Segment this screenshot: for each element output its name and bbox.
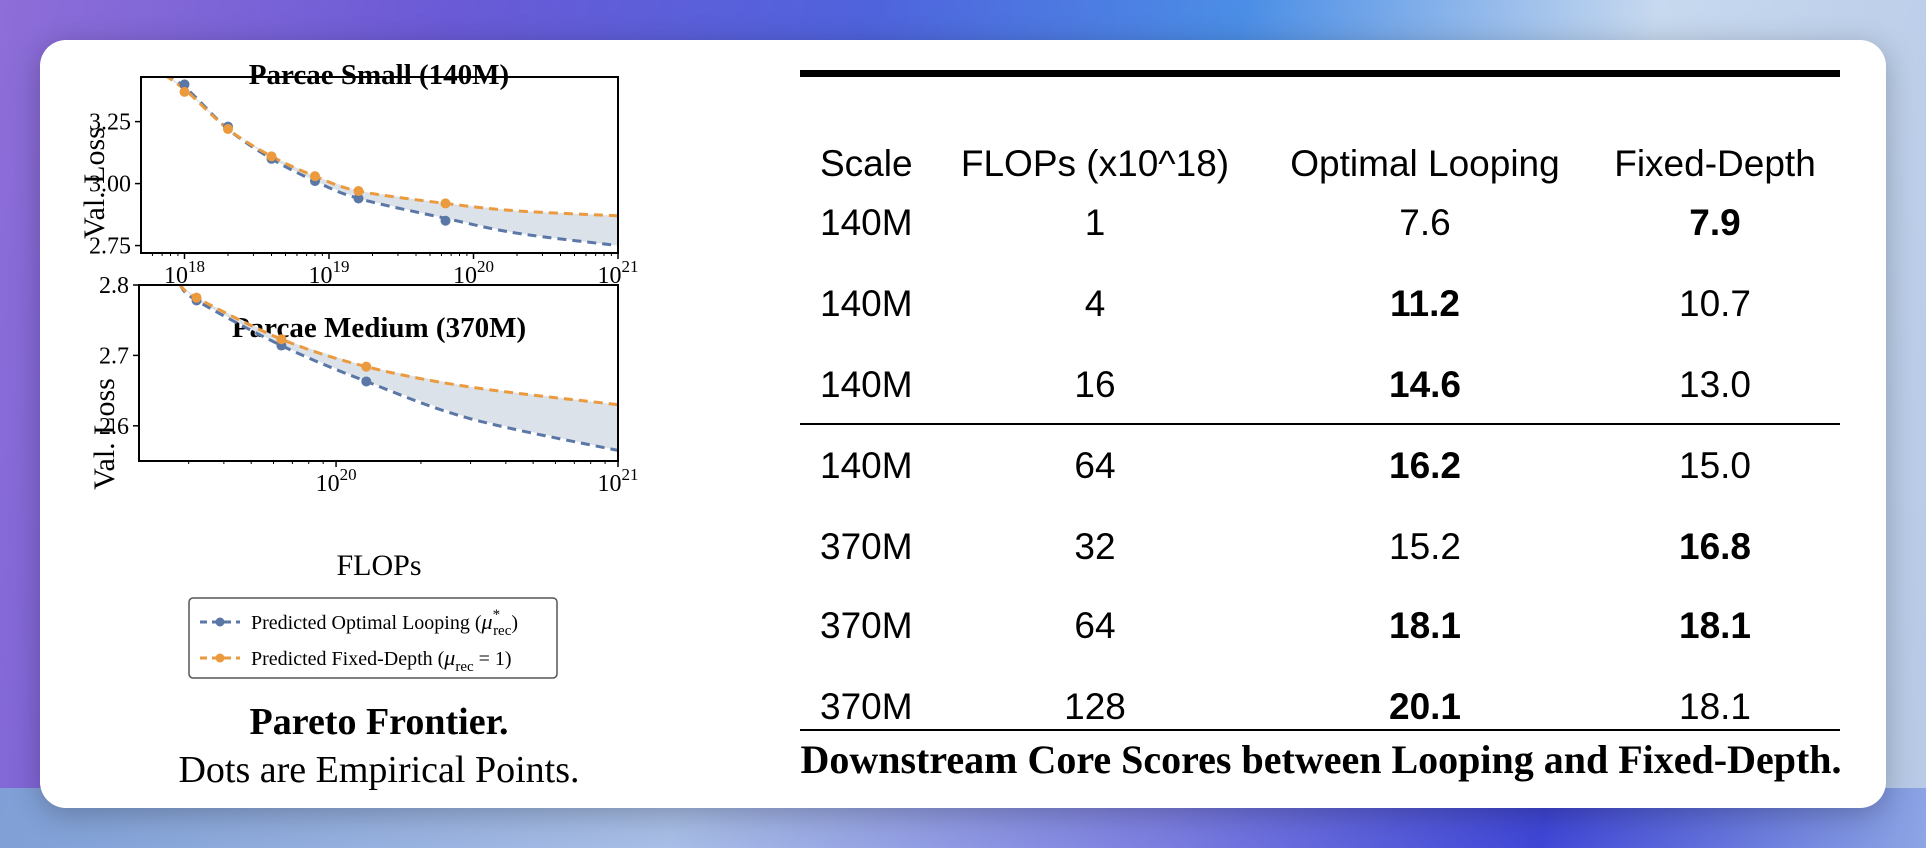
gap-region	[166, 77, 618, 246]
cell-flops: 4	[1084, 283, 1106, 324]
data-point-fixed	[353, 186, 364, 197]
y-tick-label: 3.00	[89, 172, 131, 198]
cell-fixed-depth: 10.7	[1678, 283, 1752, 324]
y-axis-label-small: Val. Loss	[78, 127, 111, 239]
gap-region	[180, 285, 618, 451]
data-point-fixed	[309, 171, 320, 182]
plot-frame	[140, 76, 619, 254]
data-point-fixed	[191, 292, 202, 303]
charts-panel: Parcae Small (140M) Val. Loss 10 18 10 19 10…	[78, 59, 639, 791]
header-flops: FLOPs (x10^18)	[960, 143, 1230, 184]
y-tick-label: 3.25	[89, 110, 131, 136]
data-point-fixed	[222, 124, 233, 135]
cell-optimal-looping: 20.1	[1388, 686, 1462, 727]
legend-fixed-marker	[215, 653, 225, 663]
table-top-rule	[800, 70, 1840, 77]
legend-fixed-text: Predicted Fixed-Depth (μrec = 1)	[251, 645, 512, 675]
table-bottom-rule	[800, 729, 1840, 731]
cell-fixed-depth: 18.1	[1678, 686, 1752, 727]
legend-optimal-marker	[215, 617, 225, 627]
x-tick-exponent: 18	[188, 257, 205, 276]
header-optimal-looping: Optimal Looping	[1290, 143, 1560, 184]
cell-flops: 16	[1074, 364, 1116, 405]
cell-flops: 64	[1074, 445, 1116, 486]
cell-fixed-depth: 18.1	[1678, 605, 1752, 646]
legend-box	[188, 597, 558, 679]
x-tick-exponent: 19	[332, 257, 349, 276]
y-axis-label-medium: Val. Loss	[88, 378, 121, 490]
plot-frame	[138, 284, 619, 462]
cell-fixed-depth: 16.8	[1678, 526, 1752, 567]
cell-optimal-looping: 7.6	[1399, 202, 1451, 243]
cell-scale: 140M	[820, 202, 913, 243]
x-tick-base: 10	[598, 471, 622, 497]
x-tick-exponent: 21	[622, 465, 639, 484]
x-tick-exponent: 21	[622, 257, 639, 276]
cell-flops: 32	[1074, 526, 1116, 567]
x-tick-label: 1021	[598, 465, 639, 497]
cell-flops: 128	[1064, 686, 1126, 727]
cell-optimal-looping: 18.1	[1388, 605, 1462, 646]
left-caption-text: Dots are Empirical Points.	[178, 749, 579, 791]
cell-scale: 370M	[820, 686, 913, 727]
cell-scale: 140M	[820, 364, 913, 405]
cell-scale: 370M	[820, 526, 913, 567]
cell-optimal-looping: 16.2	[1388, 445, 1462, 486]
data-point-fixed	[361, 361, 372, 372]
legend: Predicted Optimal Looping (μ* rec) Predic…	[188, 597, 558, 679]
header-fixed-depth: Fixed-Depth	[1614, 143, 1816, 184]
data-point-optimal	[361, 376, 372, 387]
x-tick-base: 10	[316, 471, 340, 497]
data-point-fixed	[266, 151, 277, 162]
x-axis-label-medium: FLOPs	[336, 549, 421, 582]
x-tick-exponent: 20	[477, 257, 494, 276]
data-point-optimal	[353, 193, 364, 204]
chart-title-small: Parcae Small (140M)	[249, 59, 509, 91]
content-card: Parcae Small (140M) Val. Loss 10 18 10 19 10…	[40, 40, 1886, 808]
cell-fixed-depth: 13.0	[1678, 364, 1752, 405]
series-line-fixed	[164, 77, 618, 218]
plot-area	[179, 285, 618, 452]
y-tick-label: 2.7	[99, 343, 129, 369]
cell-scale: 140M	[820, 283, 913, 324]
cell-flops: 64	[1074, 605, 1116, 646]
data-point-fixed	[179, 86, 190, 97]
cell-flops: 1	[1084, 202, 1106, 243]
x-tick-exponent: 20	[340, 465, 357, 484]
cell-scale: 140M	[820, 445, 913, 486]
data-point-optimal	[179, 79, 190, 90]
y-tick-label: 2.75	[89, 234, 131, 260]
x-tick-label: 1020	[316, 465, 357, 497]
left-caption-title: Pareto Frontier.	[250, 701, 509, 743]
data-point-optimal	[440, 215, 451, 226]
y-tick-label: 2.6	[99, 414, 129, 440]
data-point-fixed	[276, 334, 287, 345]
cell-optimal-looping: 11.2	[1390, 283, 1460, 324]
plot-area	[164, 77, 618, 248]
y-tick-label: 2.8	[99, 273, 129, 299]
legend-optimal-text: Predicted Optimal Looping (μ* rec)	[251, 607, 518, 639]
cell-scale: 370M	[820, 605, 913, 646]
results-table: Downstream Core Scores between Looping a…	[800, 70, 1860, 790]
cell-optimal-looping: 15.2	[1388, 526, 1462, 567]
table-mid-rule	[800, 423, 1840, 425]
data-point-fixed	[440, 198, 451, 209]
cell-optimal-looping: 14.6	[1388, 364, 1462, 405]
header-scale: Scale	[820, 143, 913, 184]
cell-fixed-depth: 7.9	[1689, 202, 1741, 243]
cell-fixed-depth: 15.0	[1678, 445, 1752, 486]
table-caption: Downstream Core Scores between Looping a…	[800, 737, 1842, 782]
